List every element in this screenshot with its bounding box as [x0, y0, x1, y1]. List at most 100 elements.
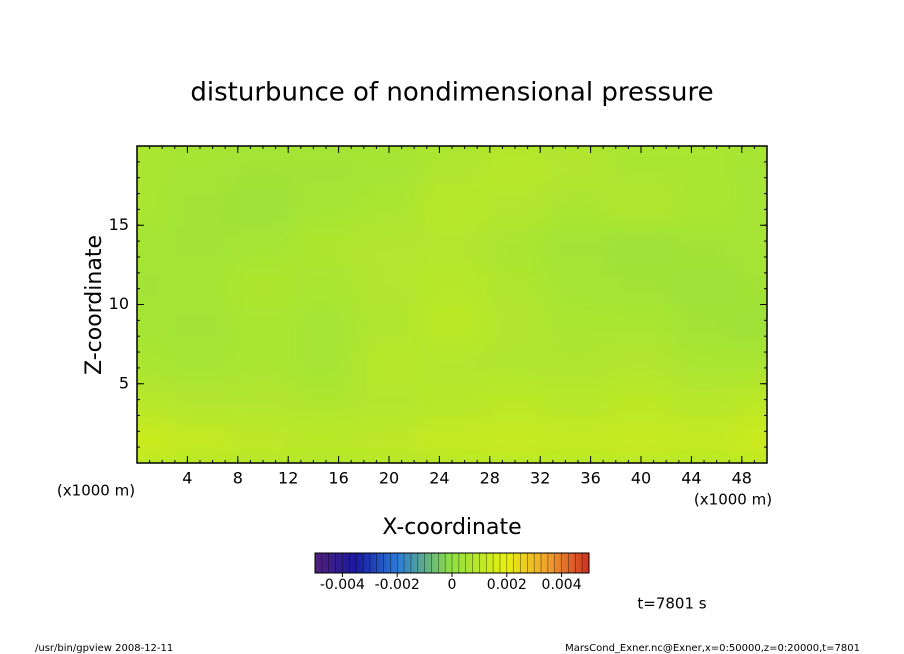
footer-left: /usr/bin/gpview 2008-12-11 — [35, 643, 173, 654]
field-cell — [167, 422, 233, 463]
field-cell — [230, 343, 296, 385]
field-cell — [356, 224, 422, 266]
field — [137, 146, 767, 463]
x-tick-label: 44 — [681, 469, 701, 488]
field-cell — [167, 382, 233, 425]
field-cell — [293, 146, 359, 187]
field-cell — [137, 422, 170, 463]
field-cell — [356, 184, 422, 227]
field-cell — [734, 303, 767, 346]
field-cell — [137, 146, 170, 187]
field-cell — [482, 382, 548, 425]
field-cell — [293, 343, 359, 385]
field-cell — [545, 422, 611, 463]
field-cell — [419, 303, 485, 346]
field-cell — [293, 184, 359, 227]
field-cell — [482, 184, 548, 227]
y-tick-label: 10 — [109, 294, 129, 313]
field-cell — [608, 263, 674, 306]
field-cell — [608, 224, 674, 266]
y-axis-label: Z-coordinate — [82, 235, 107, 375]
x-tick-label: 20 — [379, 469, 399, 488]
colorbar-tick-label: 0.004 — [542, 577, 582, 593]
field-cell — [671, 224, 737, 266]
field-cell — [545, 184, 611, 227]
field-cell — [137, 382, 170, 425]
field-cell — [419, 382, 485, 425]
field-cell — [734, 343, 767, 385]
y-tick-label: 5 — [119, 373, 129, 392]
field-cell — [137, 184, 170, 227]
field-cell — [230, 184, 296, 227]
field-cell — [734, 263, 767, 306]
field-cell — [734, 224, 767, 266]
field-cell — [482, 224, 548, 266]
field-cell — [608, 184, 674, 227]
x-tick-label: 36 — [580, 469, 600, 488]
field-cell — [230, 382, 296, 425]
field-cell — [734, 382, 767, 425]
chart-title: disturbunce of nondimensional pressure — [190, 78, 713, 108]
field-cell — [545, 303, 611, 346]
field-cell — [356, 382, 422, 425]
field-cell — [293, 303, 359, 346]
field-cell — [734, 184, 767, 227]
field-cell — [419, 422, 485, 463]
field-cell — [167, 343, 233, 385]
field-cell — [137, 303, 170, 346]
field-cell — [356, 263, 422, 306]
field-cell — [167, 184, 233, 227]
x-tick-label: 32 — [530, 469, 550, 488]
colorbar-tick-label: 0 — [448, 577, 457, 593]
field-cell — [545, 343, 611, 385]
field-cell — [293, 422, 359, 463]
field-cell — [482, 303, 548, 346]
field-cell — [482, 422, 548, 463]
field-cell — [545, 224, 611, 266]
field-cell — [167, 263, 233, 306]
field-cell — [230, 224, 296, 266]
x-tick-label: 48 — [732, 469, 752, 488]
x-tick-label: 40 — [631, 469, 651, 488]
field-cell — [671, 303, 737, 346]
field-cell — [167, 224, 233, 266]
x-tick-label: 28 — [480, 469, 500, 488]
x-tick-label: 12 — [278, 469, 298, 488]
x-axis-label: X-coordinate — [382, 515, 521, 540]
field-cell — [545, 146, 611, 187]
field-cell — [167, 303, 233, 346]
field-cell — [482, 343, 548, 385]
y-tick-label: 15 — [109, 215, 129, 234]
field-cell — [419, 184, 485, 227]
field-cell — [671, 343, 737, 385]
field-cell — [419, 343, 485, 385]
field-cell — [671, 382, 737, 425]
field-cell — [734, 146, 767, 187]
field-cell — [137, 224, 170, 266]
x-tick-label: 8 — [233, 469, 243, 488]
field-cell — [293, 224, 359, 266]
field-cell — [230, 146, 296, 187]
field-cell — [137, 263, 170, 306]
field-cell — [482, 146, 548, 187]
x-unit-label: (x1000 m) — [57, 482, 135, 500]
colorbar-tick-label: 0.002 — [487, 577, 527, 593]
field-cell — [419, 263, 485, 306]
x-tick-label: 4 — [182, 469, 192, 488]
colorbar-stripes — [321, 553, 583, 573]
field-cell — [293, 382, 359, 425]
field-cell — [545, 382, 611, 425]
field-cell — [230, 422, 296, 463]
x-tick-label: 24 — [429, 469, 449, 488]
field-cell — [356, 303, 422, 346]
field-cell — [167, 146, 233, 187]
field-cell — [419, 146, 485, 187]
field-cell — [608, 382, 674, 425]
field-cell — [545, 263, 611, 306]
field-cell — [137, 343, 170, 385]
field-cell — [356, 343, 422, 385]
x-unit-label: (x1000 m) — [694, 491, 772, 509]
field-cell — [608, 303, 674, 346]
field-cell — [671, 146, 737, 187]
